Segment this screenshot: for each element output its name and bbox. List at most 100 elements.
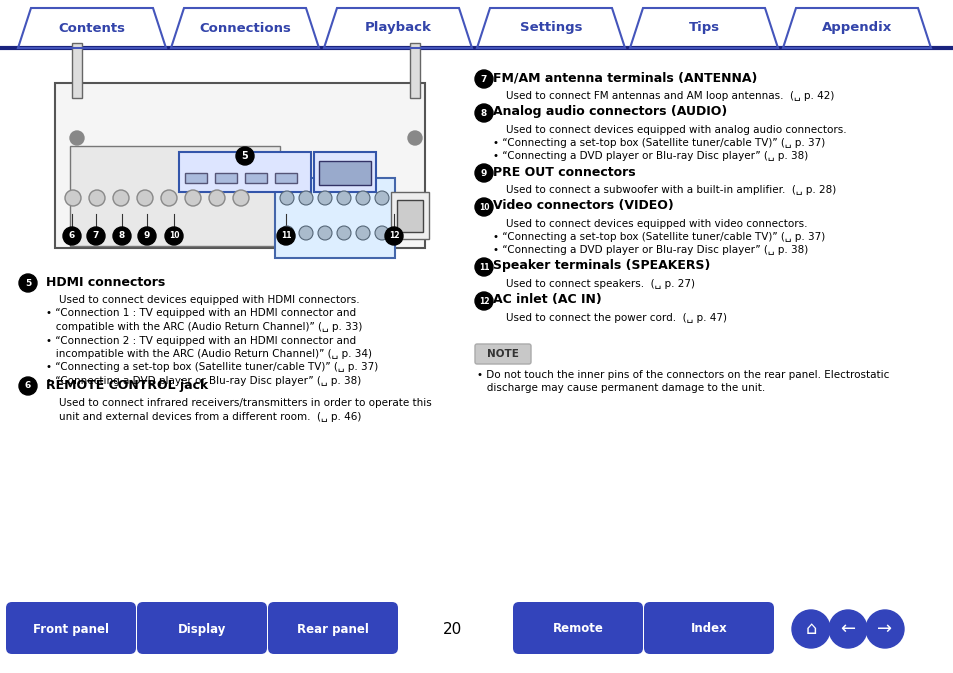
Circle shape (408, 131, 421, 145)
Circle shape (475, 258, 493, 276)
FancyBboxPatch shape (137, 602, 267, 654)
Circle shape (233, 190, 249, 206)
FancyBboxPatch shape (318, 161, 371, 185)
Text: ←: ← (840, 620, 855, 638)
Circle shape (317, 191, 332, 205)
FancyBboxPatch shape (513, 602, 642, 654)
Text: HDMI connectors: HDMI connectors (46, 275, 165, 289)
Text: 12: 12 (388, 232, 399, 240)
Circle shape (19, 377, 37, 395)
Text: • “Connection 2 : TV equipped with an HDMI connector and: • “Connection 2 : TV equipped with an HD… (46, 336, 355, 345)
Text: Used to connect devices equipped with analog audio connectors.: Used to connect devices equipped with an… (493, 125, 845, 135)
Circle shape (865, 610, 903, 648)
Circle shape (475, 164, 493, 182)
Text: • “Connecting a set-top box (Satellite tuner/cable TV)” (␣ p. 37): • “Connecting a set-top box (Satellite t… (46, 363, 377, 372)
Text: incompatible with the ARC (Audio Return Channel)” (␣ p. 34): incompatible with the ARC (Audio Return … (46, 349, 372, 359)
Text: 10: 10 (478, 203, 489, 211)
Text: • “Connecting a DVD player or Blu-ray Disc player” (␣ p. 38): • “Connecting a DVD player or Blu-ray Di… (493, 245, 807, 255)
Text: Used to connect devices equipped with video connectors.: Used to connect devices equipped with vi… (493, 219, 806, 229)
Circle shape (280, 226, 294, 240)
FancyBboxPatch shape (25, 68, 455, 263)
Circle shape (385, 227, 402, 245)
Text: 6: 6 (69, 232, 75, 240)
Text: 11: 11 (478, 262, 489, 271)
Text: NOTE: NOTE (487, 349, 518, 359)
Text: 7: 7 (92, 232, 99, 240)
FancyBboxPatch shape (475, 344, 531, 364)
Text: PRE OUT connectors: PRE OUT connectors (493, 166, 635, 178)
Circle shape (19, 274, 37, 292)
Circle shape (375, 191, 389, 205)
Text: Rear panel: Rear panel (296, 623, 369, 635)
Text: Used to connect the power cord.  (␣ p. 47): Used to connect the power cord. (␣ p. 47… (493, 313, 726, 323)
Circle shape (70, 131, 84, 145)
Circle shape (112, 190, 129, 206)
FancyBboxPatch shape (274, 173, 296, 183)
Text: Video connectors (VIDEO): Video connectors (VIDEO) (493, 199, 673, 213)
Circle shape (298, 191, 313, 205)
Text: Tips: Tips (688, 22, 719, 34)
Circle shape (475, 70, 493, 88)
Text: 8: 8 (480, 108, 487, 118)
Text: unit and external devices from a different room.  (␣ p. 46): unit and external devices from a differe… (46, 411, 361, 421)
Text: compatible with the ARC (Audio Return Channel)” (␣ p. 33): compatible with the ARC (Audio Return Ch… (46, 322, 362, 332)
Circle shape (355, 191, 370, 205)
Text: Used to connect speakers.  (␣ p. 27): Used to connect speakers. (␣ p. 27) (493, 279, 695, 289)
FancyBboxPatch shape (185, 173, 207, 183)
Text: • “Connecting a DVD player or Blu-ray Disc player” (␣ p. 38): • “Connecting a DVD player or Blu-ray Di… (493, 151, 807, 161)
FancyBboxPatch shape (643, 602, 773, 654)
FancyBboxPatch shape (6, 602, 136, 654)
Circle shape (87, 227, 105, 245)
Text: Used to connect a subwoofer with a built-in amplifier.  (␣ p. 28): Used to connect a subwoofer with a built… (493, 185, 836, 195)
Text: 7: 7 (480, 75, 487, 83)
Circle shape (336, 191, 351, 205)
Text: Used to connect FM antennas and AM loop antennas.  (␣ p. 42): Used to connect FM antennas and AM loop … (493, 91, 834, 101)
Text: Used to connect devices equipped with HDMI connectors.: Used to connect devices equipped with HD… (46, 295, 359, 305)
FancyBboxPatch shape (396, 200, 422, 232)
Text: • “Connecting a DVD player or Blu-ray Disc player” (␣ p. 38): • “Connecting a DVD player or Blu-ray Di… (46, 376, 361, 386)
Circle shape (89, 190, 105, 206)
Circle shape (280, 191, 294, 205)
Text: Remote: Remote (552, 623, 603, 635)
Text: Used to connect infrared receivers/transmitters in order to operate this: Used to connect infrared receivers/trans… (46, 398, 432, 408)
Circle shape (375, 226, 389, 240)
Circle shape (828, 610, 866, 648)
Text: discharge may cause permanent damage to the unit.: discharge may cause permanent damage to … (476, 383, 764, 393)
Text: 10: 10 (169, 232, 179, 240)
Text: REMOTE CONTROL jack: REMOTE CONTROL jack (46, 378, 208, 392)
Circle shape (63, 227, 81, 245)
FancyBboxPatch shape (274, 178, 395, 258)
FancyBboxPatch shape (410, 43, 419, 98)
Text: Speaker terminals (SPEAKERS): Speaker terminals (SPEAKERS) (493, 260, 710, 273)
FancyBboxPatch shape (314, 152, 375, 192)
FancyBboxPatch shape (245, 173, 267, 183)
Circle shape (165, 227, 183, 245)
FancyBboxPatch shape (55, 83, 424, 248)
Circle shape (317, 226, 332, 240)
Circle shape (355, 226, 370, 240)
Text: →: → (877, 620, 892, 638)
Circle shape (791, 610, 829, 648)
FancyBboxPatch shape (179, 152, 311, 192)
Circle shape (475, 198, 493, 216)
FancyBboxPatch shape (391, 192, 429, 239)
Circle shape (209, 190, 225, 206)
Text: ⌂: ⌂ (804, 620, 816, 638)
Text: • Do not touch the inner pins of the connectors on the rear panel. Electrostatic: • Do not touch the inner pins of the con… (476, 370, 888, 380)
Circle shape (138, 227, 156, 245)
Text: Appendix: Appendix (821, 22, 891, 34)
Text: Settings: Settings (519, 22, 581, 34)
Text: 11: 11 (280, 232, 291, 240)
FancyBboxPatch shape (71, 43, 82, 98)
Text: Index: Index (690, 623, 726, 635)
Text: Front panel: Front panel (33, 623, 109, 635)
Text: • “Connecting a set-top box (Satellite tuner/cable TV)” (␣ p. 37): • “Connecting a set-top box (Satellite t… (493, 138, 824, 148)
Circle shape (298, 226, 313, 240)
Text: Connections: Connections (199, 22, 291, 34)
Text: • “Connection 1 : TV equipped with an HDMI connector and: • “Connection 1 : TV equipped with an HD… (46, 308, 355, 318)
FancyBboxPatch shape (214, 173, 236, 183)
Text: 6: 6 (25, 382, 31, 390)
Circle shape (475, 292, 493, 310)
Text: 5: 5 (25, 279, 31, 287)
Text: 9: 9 (480, 168, 487, 178)
